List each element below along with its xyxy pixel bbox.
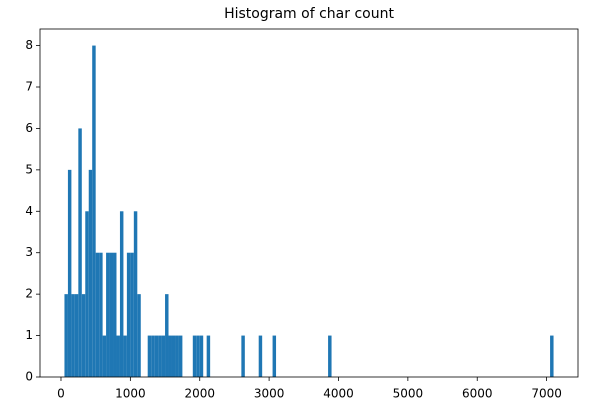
bar	[199, 335, 204, 377]
bar	[71, 294, 75, 377]
bar	[92, 45, 96, 377]
x-tick-label: 0	[57, 387, 65, 401]
bar	[241, 335, 245, 377]
y-tick-label: 8	[25, 38, 33, 52]
bar	[78, 128, 82, 377]
bar	[328, 335, 332, 377]
bar	[178, 335, 183, 377]
bar	[258, 335, 263, 377]
y-tick-label: 3	[25, 245, 33, 259]
bar	[64, 294, 68, 377]
x-tick-label: 5000	[393, 387, 424, 401]
bar	[81, 294, 86, 377]
bar	[123, 335, 127, 377]
y-tick-label: 2	[25, 287, 33, 301]
bar	[126, 252, 131, 377]
bar	[158, 335, 162, 377]
x-tick-label: 6000	[462, 387, 493, 401]
bar	[109, 252, 114, 377]
x-tick-label: 1000	[115, 387, 146, 401]
bar	[165, 294, 169, 377]
bar	[106, 252, 110, 377]
bar	[137, 294, 141, 377]
y-tick-label: 7	[25, 80, 33, 94]
bar	[196, 335, 200, 377]
bar	[102, 335, 107, 377]
x-tick-label: 7000	[531, 387, 562, 401]
y-tick-label: 1	[25, 328, 33, 342]
bar	[171, 335, 176, 377]
y-tick-label: 5	[25, 162, 33, 176]
chart-title: Histogram of char count	[224, 6, 394, 22]
x-tick-label: 4000	[323, 387, 354, 401]
bar	[175, 335, 179, 377]
bar	[85, 211, 89, 377]
bar	[113, 252, 117, 377]
bar	[74, 294, 79, 377]
bar	[168, 335, 172, 377]
bar	[147, 335, 152, 377]
bar	[206, 335, 211, 377]
bar	[88, 169, 93, 377]
bar	[272, 335, 277, 377]
bar	[130, 252, 134, 377]
bar	[116, 335, 120, 377]
bar	[192, 335, 197, 377]
y-tick-label: 4	[25, 204, 33, 218]
bar	[550, 335, 554, 377]
bar	[119, 211, 124, 377]
axes-frame	[39, 28, 579, 378]
y-tick-label: 0	[25, 370, 33, 384]
bar	[67, 169, 72, 377]
bar	[95, 252, 100, 377]
bar	[133, 211, 138, 377]
x-tick-label: 2000	[184, 387, 215, 401]
bar	[154, 335, 159, 377]
x-tick-label: 3000	[254, 387, 285, 401]
bar	[161, 335, 166, 377]
bar	[99, 252, 103, 377]
y-tick-label: 6	[25, 121, 33, 135]
bar	[151, 335, 155, 377]
